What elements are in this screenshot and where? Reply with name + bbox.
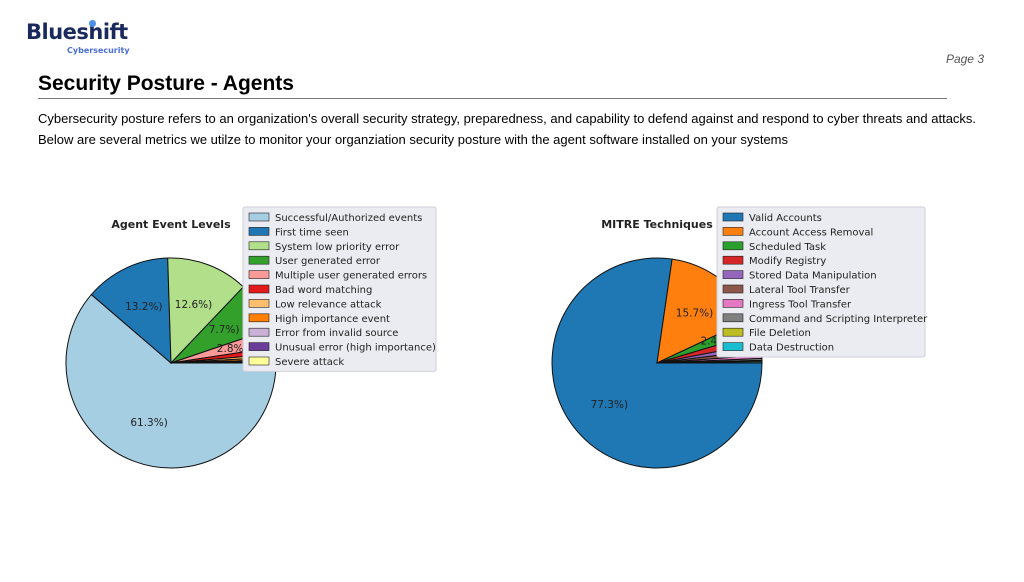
legend-entry: Scheduled Task	[749, 242, 826, 253]
legend-entry: Command and Scripting Interpreter	[749, 314, 928, 325]
legend-swatch	[722, 299, 744, 308]
pie-slice	[551, 257, 763, 469]
legend-entry: System low priority error	[275, 242, 400, 253]
legend-entry: Error from invalid source	[275, 328, 398, 339]
legend-swatch	[722, 313, 744, 323]
legend-swatch	[248, 284, 270, 294]
legend-entry: Lateral Tool Transfer	[749, 285, 851, 296]
legend-entry: High importance event	[275, 314, 390, 325]
legend-entry: Account Access Removal	[749, 227, 873, 238]
legend-entry: Multiple user generated errors	[275, 271, 427, 282]
legend-entry: User generated error	[275, 256, 381, 267]
brand-logo: Blueshift Cybersecurity	[26, 20, 136, 60]
logo-wordmark: Blueshift	[26, 20, 128, 44]
slice-label: 13.2%)	[125, 301, 162, 313]
page-title: Security Posture - Agents	[38, 72, 294, 95]
legend-entry: Valid Accounts	[749, 213, 822, 224]
legend-swatch	[722, 212, 744, 222]
pie-slice	[656, 361, 763, 364]
slice-label: 77.3%)	[591, 399, 628, 411]
legend-swatch	[248, 313, 270, 323]
chart-title: MITRE Techniques	[601, 218, 713, 231]
legend-swatch	[248, 241, 270, 251]
legend-entry: Bad word matching	[275, 285, 372, 296]
pie-slice	[90, 257, 172, 365]
slice-label: 7.7%)	[209, 324, 240, 336]
pie-slice	[65, 293, 277, 469]
logo-tagline: Cybersecurity	[67, 46, 130, 55]
legend-swatch	[722, 342, 744, 351]
legend-entry: Data Destruction	[749, 343, 834, 354]
legend-swatch	[722, 255, 744, 265]
logo-dot-icon	[89, 20, 96, 27]
slice-label: 12.6%)	[175, 299, 212, 311]
title-divider	[38, 98, 947, 99]
legend-entry: First time seen	[275, 227, 349, 238]
slice-label: 15.7%)	[676, 307, 713, 319]
legend-swatch	[722, 241, 744, 251]
legend-swatch	[248, 270, 270, 279]
legend-swatch	[248, 212, 270, 222]
legend-entry: Severe attack	[275, 357, 344, 368]
legend-swatch	[248, 356, 270, 366]
intro-line-1: Cybersecurity posture refers to an organ…	[38, 111, 977, 126]
page-number: Page 3	[945, 52, 984, 66]
legend-swatch	[248, 342, 270, 351]
intro-line-2: Below are several metrics we utilze to m…	[38, 132, 789, 147]
legend-swatch	[248, 327, 270, 337]
legend-swatch	[722, 327, 744, 337]
legend-box	[242, 206, 437, 372]
legend-entry: File Deletion	[749, 328, 811, 339]
legend-swatch	[722, 270, 744, 279]
legend-box	[716, 206, 926, 358]
legend-swatch	[722, 284, 744, 294]
legend-swatch	[248, 299, 270, 308]
chart-title: Agent Event Levels	[111, 218, 231, 231]
legend-entry: Low relevance attack	[275, 299, 382, 310]
legend-entry: Successful/Authorized events	[275, 213, 422, 224]
legend-swatch	[248, 255, 270, 265]
pie-chart-1: Agent Event Levels 61.3%) 13.2%) 12.6%) 7.7%…	[65, 206, 437, 469]
intro-text: Cybersecurity posture refers to an organ…	[38, 108, 988, 150]
legend-swatch	[248, 227, 270, 236]
legend-entry: Modify Registry	[749, 256, 826, 267]
slice-label: 61.3%)	[130, 417, 167, 429]
legend-entry: Ingress Tool Transfer	[749, 299, 852, 310]
pie-slice	[167, 257, 245, 365]
legend-entry: Unusual error (high importance)	[275, 343, 436, 354]
legend-entry: Stored Data Manipulation	[749, 271, 877, 282]
legend-swatch	[722, 227, 744, 236]
